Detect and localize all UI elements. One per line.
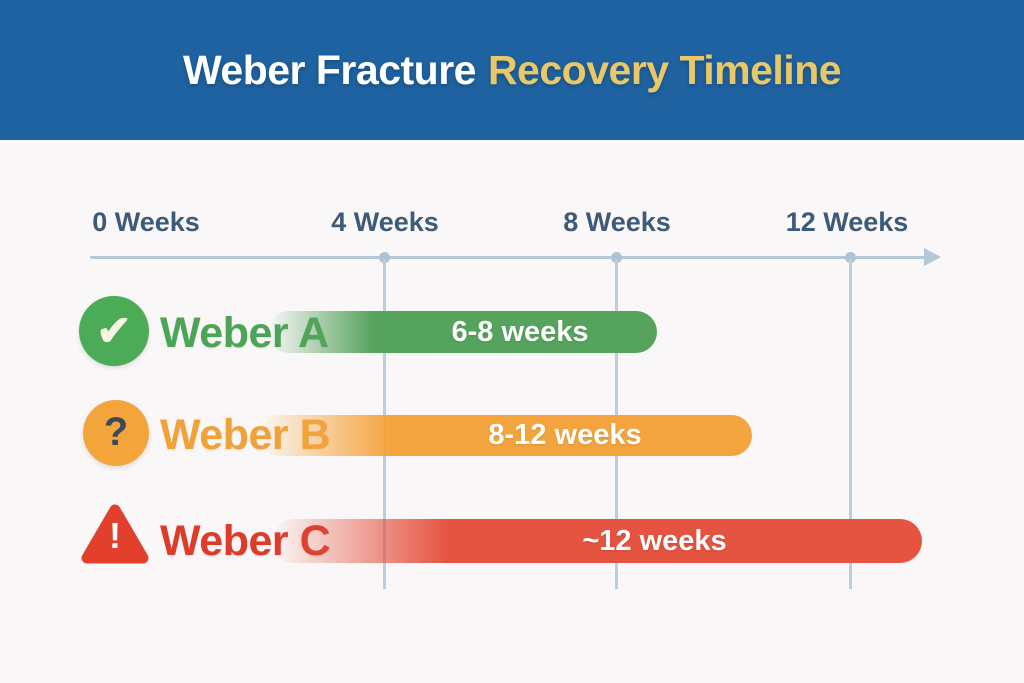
duration-label-weber-a: 6-8 weeks <box>451 315 589 348</box>
duration-bar-weber-a: 6-8 weeks <box>268 311 657 353</box>
axis-arrow-icon <box>924 248 941 266</box>
exclamation-glyph: ! <box>109 515 121 556</box>
warning-triangle-shape <box>81 504 149 564</box>
tick-dot-8-weeks <box>611 252 622 263</box>
tick-label-12-weeks: 12 Weeks <box>785 207 909 237</box>
duration-bar-weber-b: 8-12 weeks <box>258 415 752 456</box>
tick-label-4-weeks: 4 Weeks <box>331 207 439 237</box>
tick-label-8-weeks: 8 Weeks <box>563 207 671 237</box>
page-title: Weber Fracture Recovery Timeline <box>182 46 842 94</box>
question-circle-icon: ? <box>83 400 149 466</box>
duration-label-weber-c: ~12 weeks <box>582 524 727 557</box>
header-banner: Weber Fracture Recovery Timeline <box>0 0 1024 140</box>
title-main: Weber Fracture <box>182 46 477 93</box>
timeline-row-weber-b: ? Weber B 8-12 weeks <box>0 392 1024 487</box>
timeline-row-weber-a: ✔ Weber A 6-8 weeks <box>0 290 1024 385</box>
duration-label-weber-b: 8-12 weeks <box>488 419 642 451</box>
check-circle-icon: ✔ <box>79 296 149 366</box>
timeline-row-weber-c: ! Weber C ~12 weeks <box>0 498 1024 593</box>
tick-dot-12-weeks <box>845 252 856 263</box>
tick-label-0-weeks: 0 Weeks <box>92 207 200 237</box>
question-glyph: ? <box>103 410 129 454</box>
duration-bar-weber-c: ~12 weeks <box>272 519 922 563</box>
tick-dot-4-weeks <box>379 252 390 263</box>
gridline-12-weeks <box>849 259 852 589</box>
check-glyph: ✔ <box>96 307 132 354</box>
timeline-axis <box>90 256 926 259</box>
warning-triangle-icon: ! <box>80 502 150 568</box>
title-accent: Recovery Timeline <box>487 46 842 93</box>
